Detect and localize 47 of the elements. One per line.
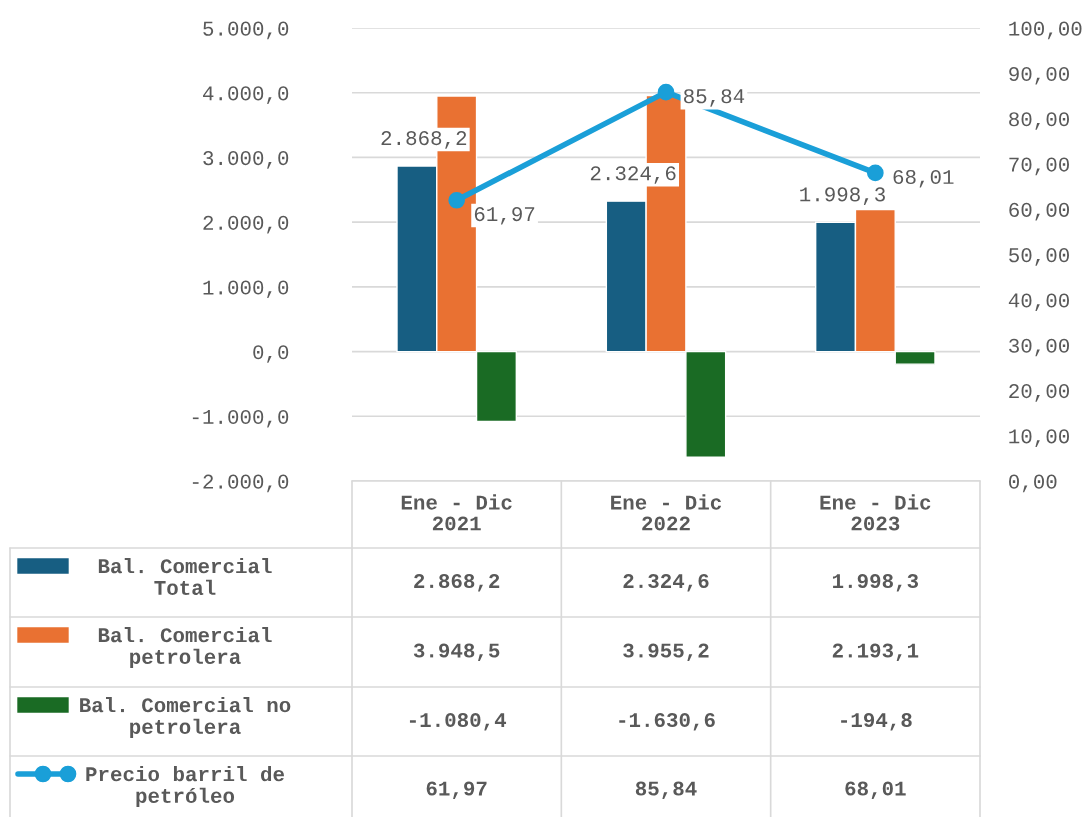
data-label: 1.998,3 — [832, 573, 919, 592]
data-label: -194,8 — [841, 712, 912, 731]
y2-tick-label: 20,00 — [1009, 384, 1070, 402]
x-tick-label: Ene - Dic 2021 — [401, 494, 512, 531]
legend-label: Bal. Comercial Total — [98, 558, 272, 595]
y2-tick-label: 10,00 — [1009, 429, 1070, 447]
y2-tick-label: 0,00 — [1009, 474, 1057, 493]
y-tick-label: 5.000,0 — [203, 21, 289, 40]
data-label: 85,84 — [635, 781, 697, 800]
y2-tick-label: 90,00 — [1009, 66, 1070, 85]
text: 2.868,2 — [381, 131, 467, 149]
data-label: -1.080,4 — [409, 712, 507, 731]
data-label: 61,97 — [426, 781, 487, 800]
y2-tick-label: 70,00 — [1009, 157, 1070, 176]
y-tick-label: -2.000,0 — [192, 474, 289, 493]
data-label: 2.193,1 — [832, 643, 919, 662]
data-label: 3.948,5 — [413, 643, 500, 662]
y2-tick-label: 60,00 — [1009, 202, 1070, 221]
text: 85,84 — [684, 89, 745, 107]
y-tick-label: 4.000,0 — [203, 86, 289, 104]
data-label: 2.868,2 — [414, 573, 500, 592]
text: 68,01 — [893, 169, 954, 188]
text: 1.998,3 — [800, 187, 885, 205]
x-tick-label: Ene - Dic 2023 — [820, 494, 931, 531]
point — [448, 191, 466, 209]
text: 61,97 — [474, 206, 535, 225]
text: 2.324,6 — [590, 166, 676, 184]
legend-label: Precio barril de petróleo — [86, 766, 284, 808]
legend-label: Bal. Comercial petrolera — [98, 627, 272, 669]
y2-tick-label: 100,00 — [1009, 21, 1082, 40]
data-label: 68,01 — [845, 781, 906, 800]
y-tick-label: 0,0 — [253, 345, 289, 363]
data-label: 3.955,2 — [623, 643, 709, 662]
y-tick-label: 2.000,0 — [203, 215, 289, 234]
y2-tick-label: 40,00 — [1008, 293, 1070, 312]
y-tick-label: 3.000,0 — [203, 151, 289, 169]
y-tick-label: 1.000,0 — [203, 280, 289, 299]
y2-tick-label: 30,00 — [1009, 338, 1070, 357]
y-tick-label: -1.000,0 — [192, 409, 289, 428]
y2-tick-label: 80,00 — [1009, 112, 1070, 130]
point — [657, 83, 675, 101]
data-label: 2.324,6 — [623, 573, 709, 592]
point — [866, 164, 884, 182]
x-tick-label: Ene - Dic 2022 — [611, 494, 722, 531]
y2-tick-label: 50,00 — [1009, 248, 1070, 266]
legend-label: Bal. Comercial no petrolera — [80, 697, 291, 739]
data-label: -1.630,6 — [619, 712, 715, 731]
